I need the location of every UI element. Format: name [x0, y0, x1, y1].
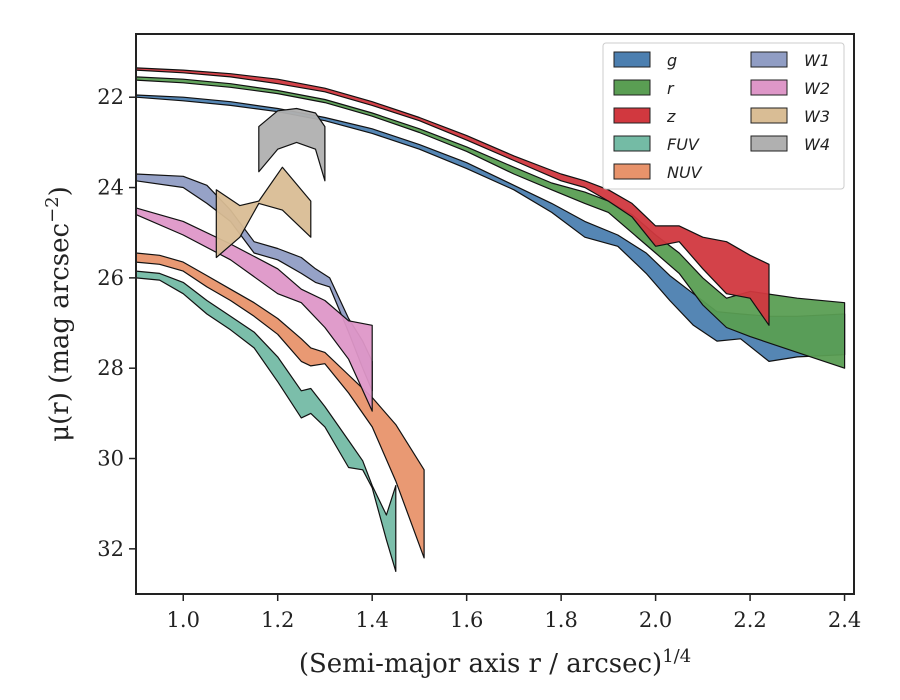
legend-label-r: r: [667, 79, 675, 98]
legend-swatch-fuv: [613, 135, 651, 152]
plot-area: [135, 67, 846, 573]
legend-swatch-r: [613, 79, 651, 96]
y-tick-label: 24: [97, 176, 124, 200]
legend-swatch-w1: [750, 51, 788, 68]
legend-swatch-z: [613, 107, 651, 124]
legend-label-w2: W2: [804, 79, 830, 98]
y-tick-label: 30: [97, 447, 124, 471]
x-tick-label: 1.0: [167, 608, 200, 632]
legend-swatch-g: [613, 51, 651, 68]
legend-label-w4: W4: [804, 135, 830, 154]
x-axis: 1.0 1.2 1.4 1.6 1.8 2.0 2.2 2.4: [167, 594, 861, 632]
series-band-w3: [215, 166, 312, 259]
y-tick-label: 28: [97, 356, 124, 380]
legend: grz FUV NUV W1 W2 W3 W4: [602, 42, 845, 190]
legend-label-w3: W3: [804, 107, 830, 126]
x-tick-label: 1.8: [544, 608, 577, 632]
series-band-nuv: [135, 252, 425, 559]
x-axis-label: (Semi-major axis r / arcsec)1/4: [299, 646, 691, 680]
x-tick-label: 1.6: [450, 608, 483, 632]
plot-frame: [135, 33, 855, 595]
legend-swatch-w4: [750, 135, 788, 152]
x-tick-label: 2.2: [733, 608, 766, 632]
y-tick-label: 22: [97, 85, 124, 109]
legend-label-nuv: NUV: [667, 163, 703, 182]
legend-swatch-nuv: [613, 163, 651, 180]
y-axis: 22 24 26 28 30 32: [97, 85, 136, 561]
x-tick-label: 1.2: [261, 608, 294, 632]
series-band-r: [135, 76, 846, 369]
x-tick-label: 2.4: [828, 608, 861, 632]
legend-label-fuv: FUV: [667, 135, 700, 154]
x-tick-label: 2.0: [639, 608, 672, 632]
series-band-z: [135, 67, 770, 326]
series-band-w4: [258, 107, 326, 182]
y-tick-label: 32: [97, 537, 124, 561]
legend-label-g: g: [667, 51, 677, 70]
x-tick-label: 1.4: [355, 608, 388, 632]
legend-swatch-w3: [750, 107, 788, 124]
legend-swatch-w2: [750, 79, 788, 96]
series-band-fuv: [135, 270, 397, 573]
y-tick-label: 26: [97, 266, 124, 290]
y-axis-label: μ(r) (mag arcsec−2): [42, 186, 76, 442]
series-band-w2: [135, 207, 373, 412]
legend-label-z: z: [666, 107, 676, 126]
legend-label-w1: W1: [804, 51, 830, 70]
